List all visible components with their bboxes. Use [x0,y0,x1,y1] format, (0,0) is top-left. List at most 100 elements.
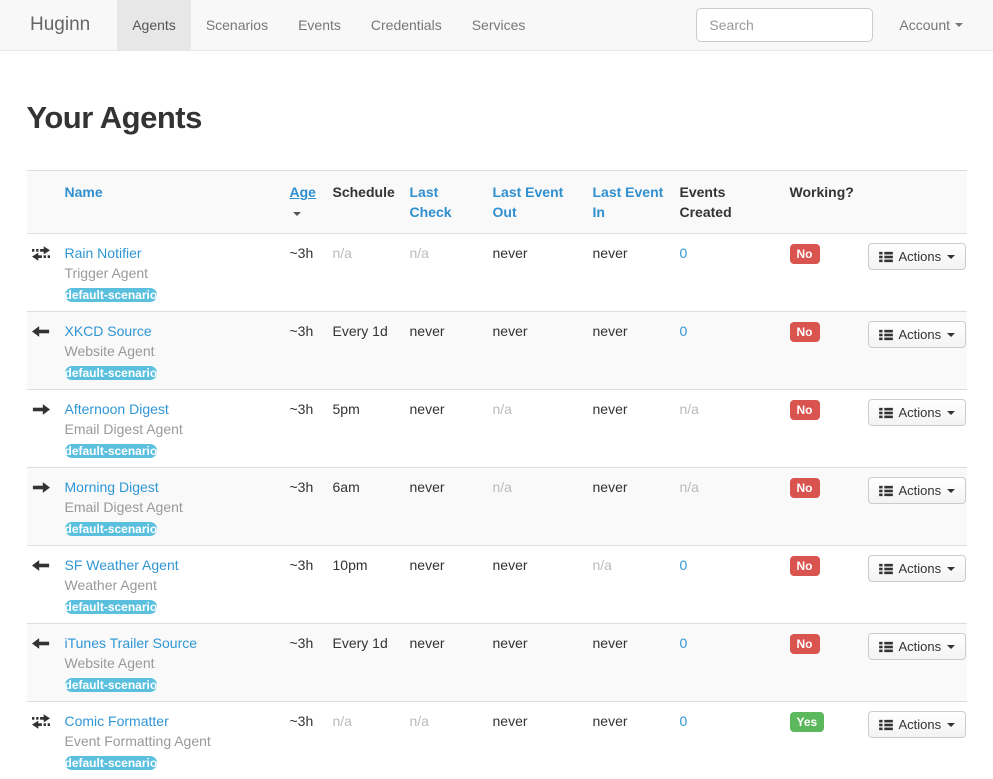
chevron-down-icon [947,567,955,571]
chevron-down-icon [947,723,955,727]
events-created-cell: 0 [672,702,782,779]
list-icon [879,329,893,341]
agent-type-label: Trigger Agent [65,265,149,281]
agent-name-link[interactable]: iTunes Trailer Source [65,635,198,651]
bidirectional-arrows-icon [32,248,50,264]
table-header-row: Name Age Schedule Last Check Last Event … [27,171,967,234]
actions-button[interactable]: Actions [868,399,967,426]
last-event-out-cell: never [485,624,585,702]
agent-name-link[interactable]: Comic Formatter [65,713,169,729]
chevron-down-icon [955,23,963,27]
actions-cell: Actions [860,546,967,624]
chevron-down-icon [947,333,955,337]
events-created-cell: n/a [672,390,782,468]
events-created-count[interactable]: 0 [680,323,688,339]
col-header-working: Working? [782,171,860,234]
working-badge: No [790,556,820,576]
nav-item-agents[interactable]: Agents [117,0,191,50]
scenario-badge[interactable]: default-scenario [65,600,158,614]
last-check-cell: never [402,546,485,624]
list-icon [879,407,893,419]
agent-type-label: Event Formatting Agent [65,733,211,749]
actions-button-label: Actions [899,639,942,654]
scenario-badge[interactable]: default-scenario [65,288,158,302]
actions-button-label: Actions [899,405,942,420]
agent-name-cell: Morning Digest Email Digest Agent defaul… [57,468,282,546]
page-title: Your Agents [27,100,967,136]
age-cell: ~3h [282,624,325,702]
nav-item-events[interactable]: Events [283,0,356,50]
actions-button[interactable]: Actions [868,477,967,504]
age-cell: ~3h [282,234,325,312]
agent-name-link[interactable]: XKCD Source [65,323,152,339]
actions-cell: Actions [860,234,967,312]
last-event-in-cell: never [585,468,672,546]
scenario-badge[interactable]: default-scenario [65,522,158,536]
events-created-count[interactable]: 0 [680,557,688,573]
events-created-count[interactable]: 0 [680,245,688,261]
col-header-last-check: Last Check [402,171,485,234]
actions-cell: Actions [860,312,967,390]
table-row: Afternoon Digest Email Digest Agent defa… [27,390,967,468]
last-event-in-cell: never [585,702,672,779]
last-check-cell: never [402,624,485,702]
chevron-down-icon [947,411,955,415]
col-header-last-event-in: Last Event In [585,171,672,234]
last-event-in-cell: never [585,390,672,468]
scenario-badge[interactable]: default-scenario [65,444,158,458]
events-created-count[interactable]: 0 [680,635,688,651]
events-created-cell: 0 [672,546,782,624]
scenario-badge[interactable]: default-scenario [65,756,158,770]
agents-table: Name Age Schedule Last Check Last Event … [27,170,967,779]
events-created-count[interactable]: 0 [680,713,688,729]
nav-item-scenarios[interactable]: Scenarios [191,0,283,50]
col-header-name: Name [57,171,282,234]
main-nav: Agents Scenarios Events Credentials Serv… [117,0,540,50]
working-cell: No [782,468,860,546]
working-cell: No [782,546,860,624]
last-check-cell: n/a [402,234,485,312]
agent-name-cell: Comic Formatter Event Formatting Agent d… [57,702,282,779]
account-dropdown[interactable]: Account [899,17,966,33]
list-icon [879,719,893,731]
last-event-in-cell: never [585,624,672,702]
actions-button-label: Actions [899,561,942,576]
actions-button[interactable]: Actions [868,633,967,660]
events-created-count[interactable]: n/a [680,479,699,495]
agent-name-cell: Afternoon Digest Email Digest Agent defa… [57,390,282,468]
scenario-badge[interactable]: default-scenario [65,366,158,380]
working-badge: No [790,322,820,342]
last-check-cell: never [402,468,485,546]
actions-button[interactable]: Actions [868,321,967,348]
col-header-age: Age [282,171,325,234]
actions-button[interactable]: Actions [868,555,967,582]
search-input[interactable] [696,8,873,42]
last-check-cell: never [402,390,485,468]
chevron-down-icon [947,645,955,649]
agent-name-link[interactable]: Morning Digest [65,479,159,495]
events-created-cell: 0 [672,234,782,312]
last-event-out-cell: never [485,702,585,779]
chevron-down-icon [947,255,955,259]
age-cell: ~3h [282,390,325,468]
working-badge: No [790,244,820,264]
last-event-out-cell: never [485,546,585,624]
agent-type-label: Website Agent [65,343,155,359]
brand-huginn[interactable]: Huginn [27,0,105,50]
actions-button[interactable]: Actions [868,711,967,738]
agent-name-link[interactable]: Afternoon Digest [65,401,169,417]
agent-name-link[interactable]: SF Weather Agent [65,557,179,573]
arrow-left-icon [32,638,50,654]
agent-name-link[interactable]: Rain Notifier [65,245,142,261]
nav-item-services[interactable]: Services [457,0,541,50]
table-row: Rain Notifier Trigger Agent default-scen… [27,234,967,312]
working-cell: No [782,624,860,702]
table-row: iTunes Trailer Source Website Agent defa… [27,624,967,702]
events-created-cell: 0 [672,312,782,390]
nav-item-credentials[interactable]: Credentials [356,0,457,50]
top-navbar: Huginn Agents Scenarios Events Credentia… [0,0,993,51]
schedule-cell: 5pm [325,390,402,468]
scenario-badge[interactable]: default-scenario [65,678,158,692]
actions-button[interactable]: Actions [868,243,967,270]
events-created-count[interactable]: n/a [680,401,699,417]
